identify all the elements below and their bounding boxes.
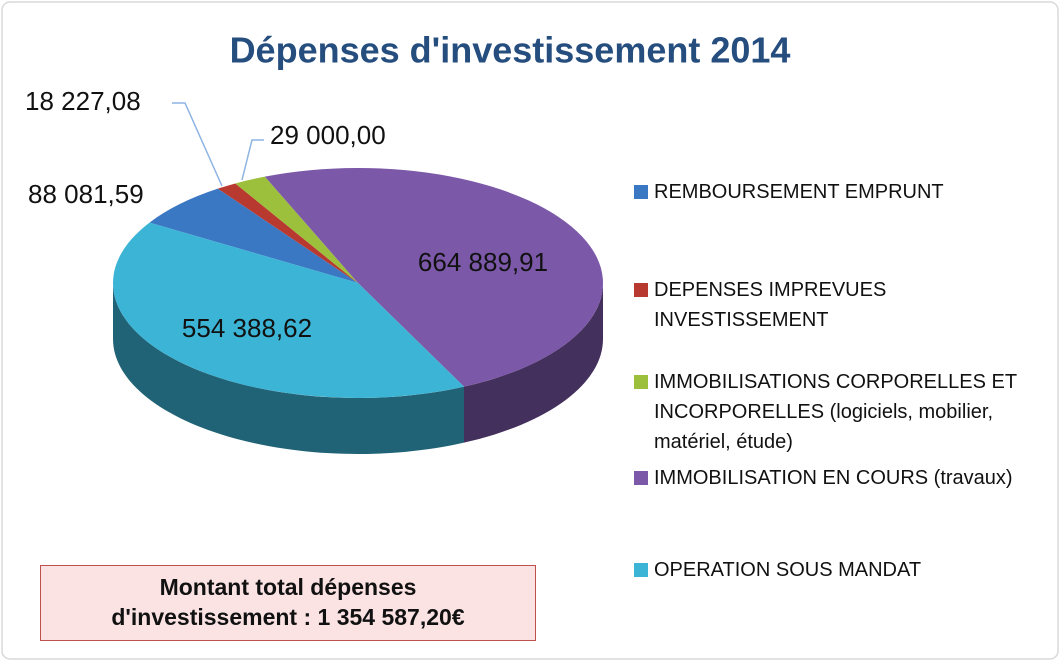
legend-item: IMMOBILISATIONS CORPORELLES ET INCORPORE… bbox=[634, 367, 1054, 457]
legend-item: OPERATION SOUS MANDAT bbox=[634, 555, 1054, 585]
slice-side bbox=[464, 283, 603, 443]
legend-item: REMBOURSEMENT EMPRUNT bbox=[634, 177, 1054, 207]
data-label: 29 000,00 bbox=[270, 120, 386, 150]
legend-swatch bbox=[634, 471, 648, 485]
legend-swatch bbox=[634, 563, 648, 577]
legend-label: IMMOBILISATIONS CORPORELLES ET INCORPORE… bbox=[654, 371, 1017, 453]
annotation-line: Montant total dépenses bbox=[159, 574, 417, 600]
slice bbox=[264, 168, 603, 387]
data-label: 18 227,08 bbox=[25, 86, 141, 116]
pie: 88 081,59 18 227,08 29 000,00 664 889,91 554… bbox=[25, 86, 603, 455]
data-label: 664 889,91 bbox=[418, 247, 548, 277]
legend-swatch bbox=[634, 283, 648, 297]
legend-swatch bbox=[634, 185, 648, 199]
slice bbox=[235, 176, 358, 283]
annotation-line: d'investissement : 1 354 587,20€ bbox=[111, 604, 465, 630]
legend-label: IMMOBILISATION EN COURS (travaux) bbox=[654, 467, 1013, 489]
slice bbox=[112, 222, 465, 398]
legend-label: DEPENSES IMPREVUES INVESTISSEMENT bbox=[654, 279, 887, 331]
chart-title: Dépenses d'investissement 2014 bbox=[230, 30, 791, 71]
legend-label: OPERATION SOUS MANDAT bbox=[654, 559, 922, 581]
legend-label: REMBOURSEMENT EMPRUNT bbox=[654, 181, 944, 203]
legend-item: DEPENSES IMPREVUES INVESTISSEMENT bbox=[634, 275, 954, 335]
slice bbox=[217, 183, 358, 283]
annotation: Montant total dépenses d'investissement … bbox=[40, 565, 536, 641]
data-label: 554 388,62 bbox=[182, 313, 312, 343]
leader-line bbox=[172, 102, 223, 187]
slice bbox=[149, 188, 358, 283]
slice-side bbox=[113, 283, 465, 455]
legend-item: IMMOBILISATION EN COURS (travaux) bbox=[634, 463, 1014, 493]
leader-line bbox=[241, 139, 264, 181]
legend-swatch bbox=[634, 375, 648, 389]
data-label: 88 081,59 bbox=[28, 179, 144, 209]
